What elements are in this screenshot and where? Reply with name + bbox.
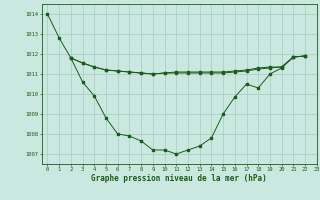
- X-axis label: Graphe pression niveau de la mer (hPa): Graphe pression niveau de la mer (hPa): [91, 174, 267, 183]
